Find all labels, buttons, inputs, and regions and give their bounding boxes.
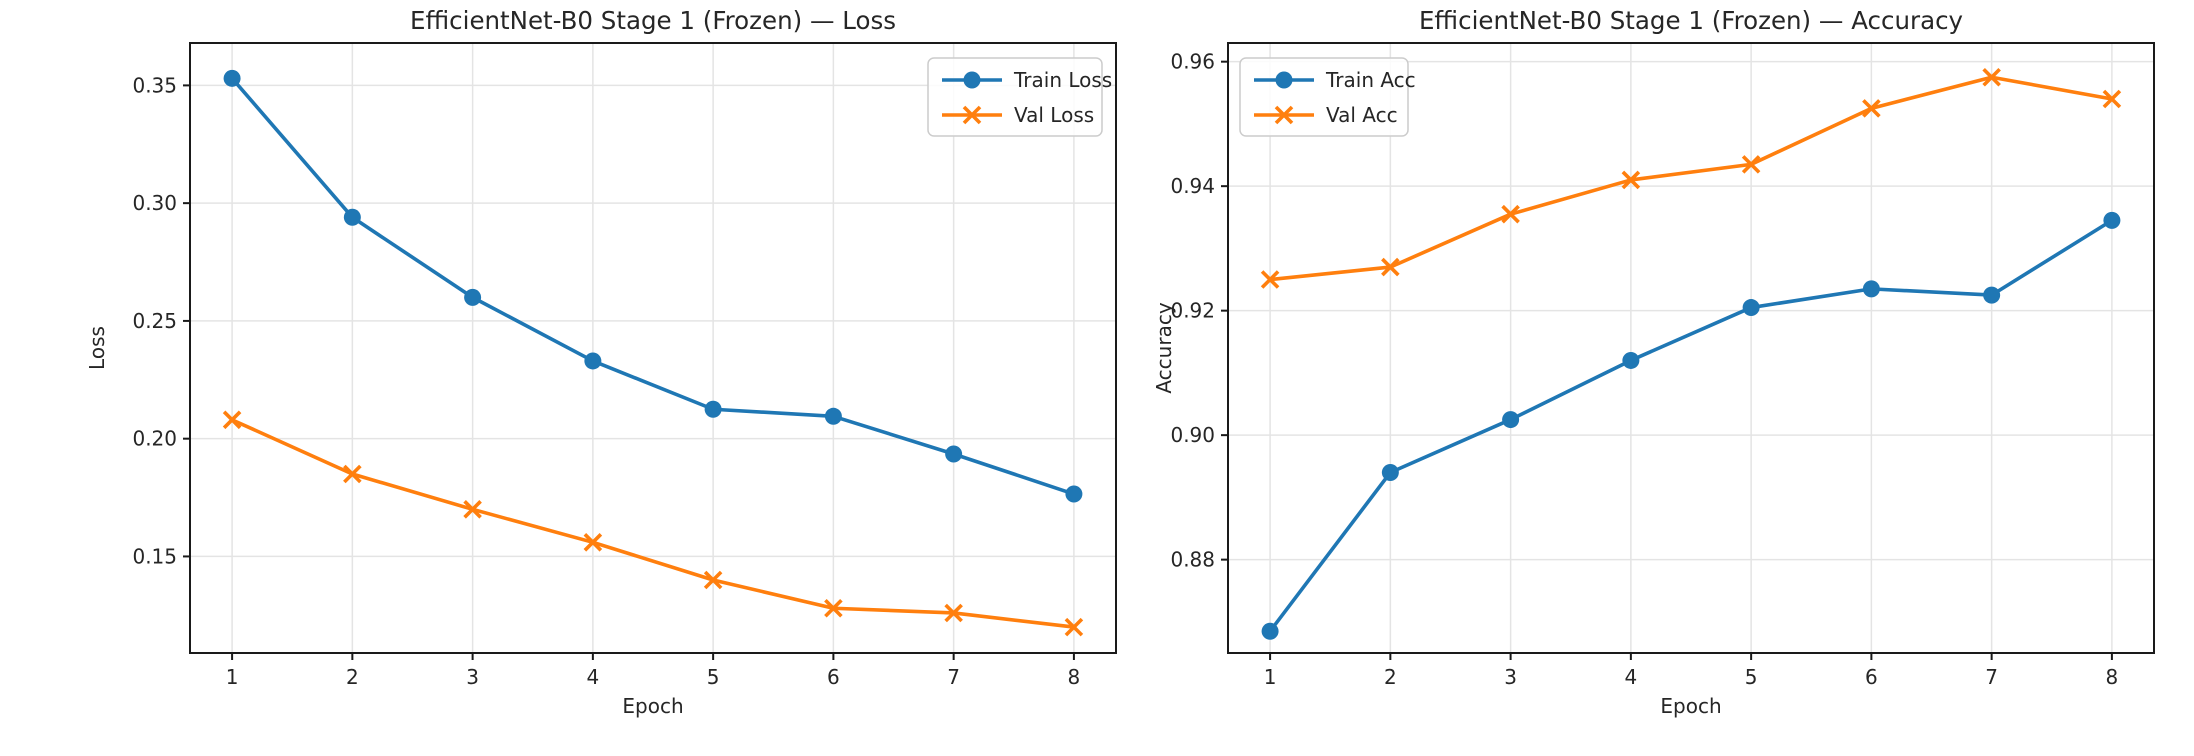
x-tick-label: 3	[466, 665, 479, 689]
loss-axes-spines	[189, 42, 1117, 654]
legend-label: Train Loss	[1013, 68, 1112, 92]
data-point-marker	[704, 400, 722, 418]
data-point-marker	[1065, 485, 1083, 503]
data-point-marker	[1862, 280, 1880, 298]
y-tick-label: 0.94	[1170, 174, 1215, 198]
data-point-marker	[1261, 622, 1279, 640]
data-point-marker	[1381, 463, 1399, 481]
data-point-marker	[1381, 257, 1400, 277]
data-point-marker	[222, 410, 242, 430]
accuracy-plot: 1 2 3 4 5 6 7 8 0.88 0.90 0.92 0.94 0.96 Train Acc Val…	[1170, 42, 2155, 689]
accuracy-axes-spines	[1227, 42, 2155, 654]
data-point-marker	[464, 288, 482, 306]
x-tick-label: 5	[707, 665, 720, 689]
x-tick-label: 8	[2106, 665, 2119, 689]
y-tick-label: 0.88	[1170, 548, 1215, 572]
loss-series-val-loss	[222, 410, 1084, 637]
data-point-marker	[343, 208, 361, 226]
loss-yaxis-label: Loss	[85, 326, 109, 370]
x-tick-label: 7	[947, 665, 960, 689]
legend-marker-x	[1274, 105, 1294, 125]
loss-ticks	[183, 84, 1075, 660]
x-tick-label: 5	[1745, 665, 1758, 689]
loss-plot: 1 2 3 4 5 6 7 8 0.15 0.20 0.25 0.30 0.35 Train Loss Va…	[132, 42, 1117, 689]
x-tick-label: 6	[1865, 665, 1878, 689]
data-point-marker	[1502, 411, 1520, 429]
x-tick-label: 2	[346, 665, 359, 689]
x-tick-label: 6	[827, 665, 840, 689]
accuracy-legend: Train Acc Val Acc	[1239, 57, 1416, 137]
data-point-marker	[1501, 204, 1520, 224]
loss-legend: Train Loss Val Loss	[927, 57, 1112, 137]
data-point-marker	[1064, 617, 1084, 637]
y-tick-label: 0.30	[132, 191, 177, 215]
data-point-marker	[1982, 67, 2001, 87]
accuracy-ticks	[1221, 60, 2113, 660]
y-tick-label: 0.90	[1170, 423, 1215, 447]
data-point-marker	[1983, 286, 2001, 304]
data-point-marker	[343, 464, 362, 484]
x-tick-label: 1	[1264, 665, 1277, 689]
legend-marker-circle	[1275, 71, 1293, 89]
accuracy-series-val-acc	[1260, 67, 2122, 289]
data-point-marker	[1260, 270, 1280, 289]
y-tick-label: 0.92	[1170, 299, 1215, 323]
y-tick-label: 0.96	[1170, 50, 1215, 74]
y-tick-label: 0.25	[132, 309, 177, 333]
data-point-marker	[1862, 99, 1881, 118]
data-point-marker	[463, 500, 482, 519]
x-tick-label: 7	[1985, 665, 1998, 689]
x-tick-label: 4	[587, 665, 600, 689]
accuracy-chart-title: EfficientNet-B0 Stage 1 (Frozen) — Accur…	[1418, 6, 1964, 35]
data-point-marker	[2102, 89, 2122, 109]
x-tick-label: 4	[1625, 665, 1638, 689]
accuracy-series-train-acc	[1261, 211, 2121, 640]
data-point-marker	[824, 407, 842, 425]
legend-label: Val Loss	[1014, 103, 1094, 127]
data-point-marker	[945, 445, 963, 463]
legend-label: Val Acc	[1326, 103, 1398, 127]
data-point-marker	[1742, 299, 1760, 317]
x-tick-label: 1	[226, 665, 239, 689]
data-point-marker	[584, 352, 602, 370]
data-point-marker	[944, 603, 963, 623]
y-tick-label: 0.20	[132, 427, 177, 451]
loss-chart-title: EfficientNet-B0 Stage 1 (Frozen) — Loss	[410, 6, 896, 35]
accuracy-yaxis-label: Accuracy	[1152, 302, 1176, 394]
legend-marker-x	[962, 105, 982, 125]
y-tick-label: 0.15	[132, 544, 177, 568]
legend-label: Train Acc	[1325, 68, 1416, 92]
accuracy-xaxis-label: Epoch	[1660, 694, 1722, 718]
y-tick-label: 0.35	[132, 73, 177, 97]
data-point-marker	[703, 570, 723, 590]
data-point-marker	[583, 533, 603, 552]
data-point-marker	[2103, 211, 2121, 229]
data-point-marker	[1621, 170, 1641, 190]
x-tick-label: 2	[1384, 665, 1397, 689]
data-point-marker	[1622, 351, 1640, 369]
data-point-marker	[223, 69, 241, 87]
data-point-marker	[824, 598, 843, 618]
loss-xaxis-label: Epoch	[622, 694, 684, 718]
x-tick-label: 8	[1068, 665, 1081, 689]
loss-series-train-loss	[223, 69, 1083, 503]
legend-marker-circle	[963, 71, 981, 89]
data-point-marker	[1741, 155, 1761, 174]
x-tick-label: 3	[1504, 665, 1517, 689]
